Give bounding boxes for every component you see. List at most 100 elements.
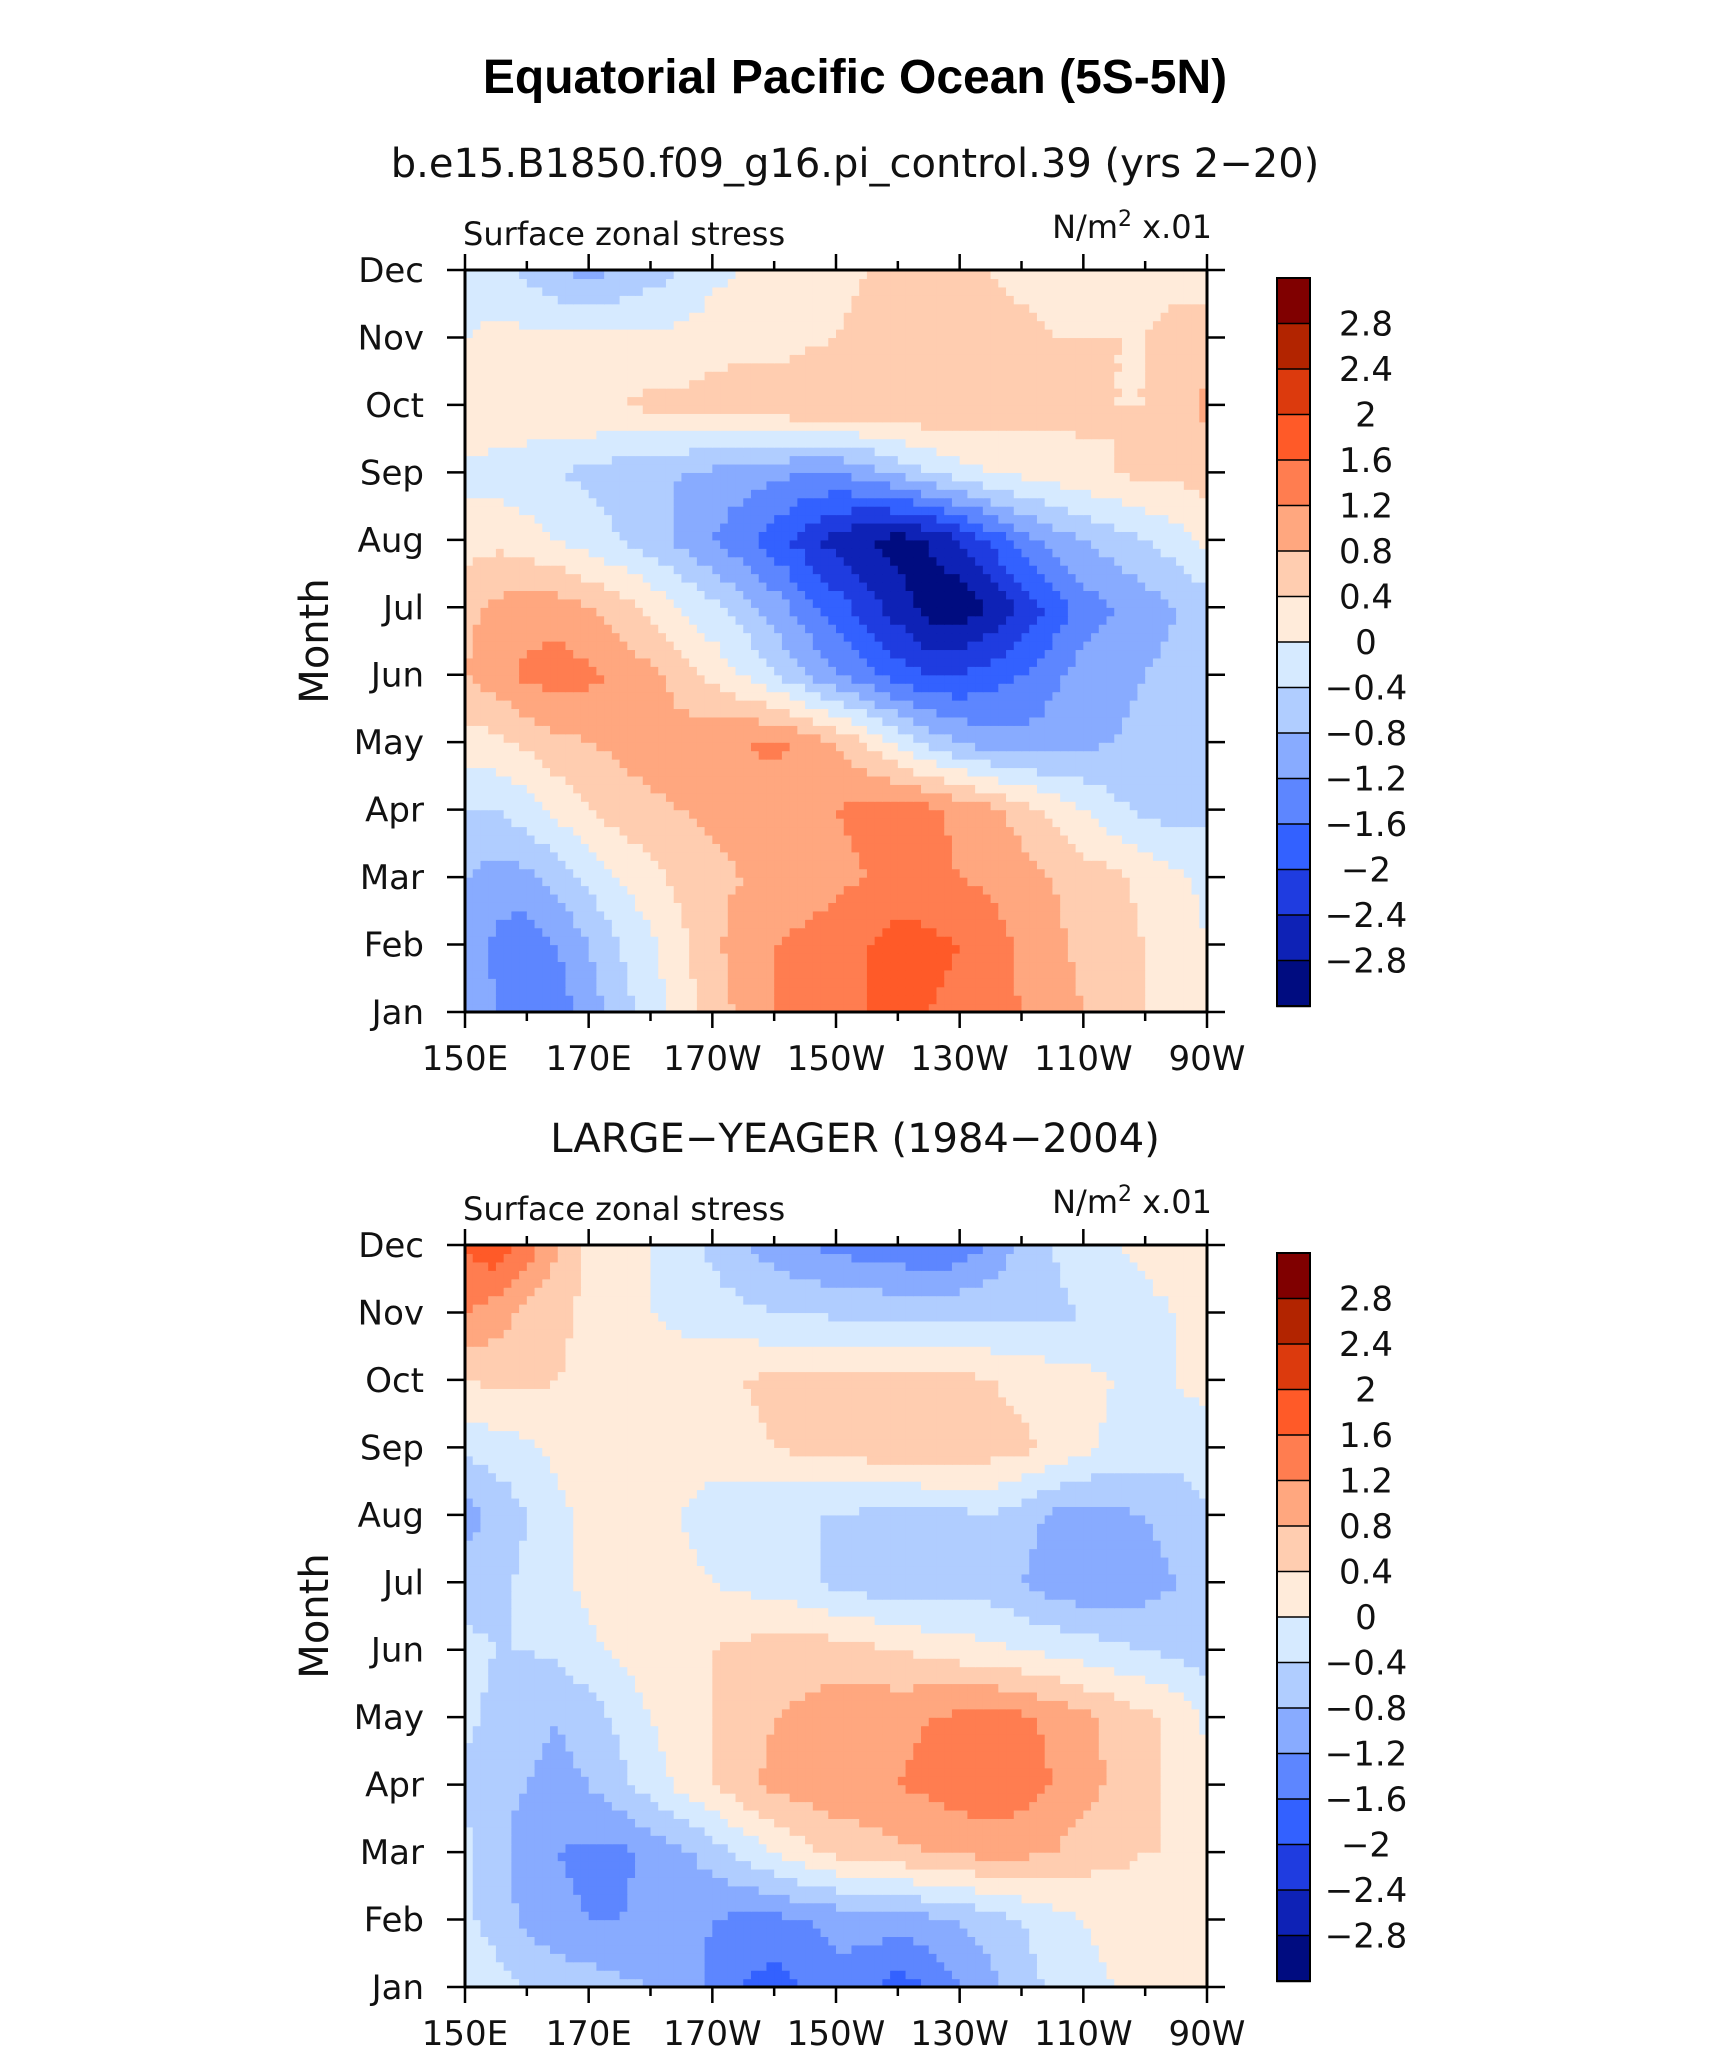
heatmap-cell xyxy=(465,843,474,853)
heatmap-cell xyxy=(743,598,752,608)
heatmap-cell xyxy=(797,598,806,608)
heatmap-cell xyxy=(750,860,760,870)
heatmap-cell xyxy=(1098,674,1108,684)
heatmap-cell xyxy=(1021,742,1030,752)
heatmap-cell xyxy=(1067,590,1077,600)
heatmap-cell xyxy=(542,725,551,735)
heatmap-cell xyxy=(1106,944,1115,954)
heatmap-cell xyxy=(836,893,845,903)
heatmap-cell xyxy=(982,952,992,963)
heatmap-cell xyxy=(1145,986,1154,996)
heatmap-cell xyxy=(503,716,512,726)
heatmap-cell xyxy=(1013,995,1023,1005)
heatmap-cell xyxy=(913,750,922,760)
heatmap-cell xyxy=(797,860,806,870)
heatmap-cell xyxy=(758,598,768,608)
heatmap-cell xyxy=(580,877,590,887)
heatmap-cell xyxy=(580,834,590,844)
heatmap-cell xyxy=(650,598,659,608)
heatmap-cell xyxy=(673,919,683,929)
heatmap-cell xyxy=(580,851,590,861)
heatmap-cell xyxy=(696,708,706,718)
heatmap-cell xyxy=(805,657,814,667)
heatmap-cell xyxy=(750,936,760,946)
heatmap-cell xyxy=(1083,902,1092,912)
heatmap-cell xyxy=(944,843,953,853)
heatmap-cell xyxy=(511,632,520,642)
heatmap-cell xyxy=(1083,927,1092,937)
heatmap-cell xyxy=(472,624,482,634)
heatmap-cell xyxy=(565,750,574,760)
heatmap-cell xyxy=(951,716,961,726)
heatmap-cell xyxy=(704,691,713,701)
heatmap-cell xyxy=(859,801,868,811)
heatmap-cell xyxy=(511,708,520,718)
heatmap-cell xyxy=(704,952,713,963)
heatmap-cell xyxy=(975,708,984,718)
heatmap-cell xyxy=(897,624,907,634)
heatmap-cell xyxy=(836,801,845,811)
heatmap-cell xyxy=(890,826,899,836)
heatmap-cell xyxy=(650,750,659,760)
heatmap-cell xyxy=(642,868,652,878)
heatmap-cell xyxy=(480,700,489,710)
heatmap-cell xyxy=(959,868,968,878)
heatmap-cell xyxy=(758,590,768,600)
heatmap-cell xyxy=(998,1003,1007,1012)
heatmap-cell xyxy=(766,1003,775,1012)
heatmap-cell xyxy=(573,851,582,861)
heatmap-cell xyxy=(557,910,567,920)
heatmap-cell xyxy=(511,978,520,988)
heatmap-cell xyxy=(1060,598,1069,608)
heatmap-cell xyxy=(642,1003,652,1012)
heatmap-cell xyxy=(542,615,551,625)
heatmap-cell xyxy=(1013,657,1023,667)
heatmap-cell xyxy=(982,868,992,878)
heatmap-cell xyxy=(982,632,992,642)
heatmap-cell xyxy=(774,624,783,634)
heatmap-cell xyxy=(1013,733,1023,743)
heatmap-cell xyxy=(1029,818,1038,828)
heatmap-cell xyxy=(689,649,698,659)
heatmap-cell xyxy=(580,759,590,769)
heatmap-cell xyxy=(604,995,613,1005)
heatmap-cell xyxy=(851,902,860,912)
heatmap-cell xyxy=(1013,860,1023,870)
heatmap-cell xyxy=(866,759,876,769)
heatmap-cell xyxy=(503,649,512,659)
heatmap-cell xyxy=(712,936,721,946)
heatmap-cell xyxy=(797,792,806,802)
heatmap-cell xyxy=(766,944,775,954)
heatmap-cell xyxy=(913,725,922,735)
heatmap-cell xyxy=(921,885,930,895)
heatmap-cell xyxy=(959,784,968,794)
heatmap-cell xyxy=(1137,843,1146,853)
heatmap-cell xyxy=(1060,902,1069,912)
heatmap-cell xyxy=(1129,1003,1139,1012)
heatmap-cell xyxy=(511,986,520,996)
heatmap-cell xyxy=(951,818,961,828)
heatmap-cell xyxy=(673,885,683,895)
heatmap-cell xyxy=(696,826,706,836)
heatmap-cell xyxy=(1137,691,1146,701)
heatmap-cell xyxy=(1013,952,1023,963)
heatmap-cell xyxy=(820,573,829,583)
heatmap-cell xyxy=(1036,1003,1046,1012)
heatmap-cell xyxy=(905,843,914,853)
heatmap-cell xyxy=(642,607,652,617)
heatmap-cell xyxy=(874,775,883,785)
heatmap-cell xyxy=(828,936,837,946)
heatmap-cell xyxy=(1098,716,1108,726)
heatmap-cell xyxy=(882,742,891,752)
heatmap-cell xyxy=(836,733,845,743)
heatmap-cell xyxy=(928,792,938,802)
heatmap-cell xyxy=(503,691,512,701)
heatmap-cell xyxy=(843,615,853,625)
heatmap-cell xyxy=(789,784,798,794)
heatmap-cell xyxy=(604,961,613,971)
heatmap-cell xyxy=(1098,775,1108,785)
heatmap-cell xyxy=(1060,936,1069,946)
heatmap-cell xyxy=(998,826,1007,836)
heatmap-cell xyxy=(1129,809,1139,819)
heatmap-cell xyxy=(859,573,868,583)
